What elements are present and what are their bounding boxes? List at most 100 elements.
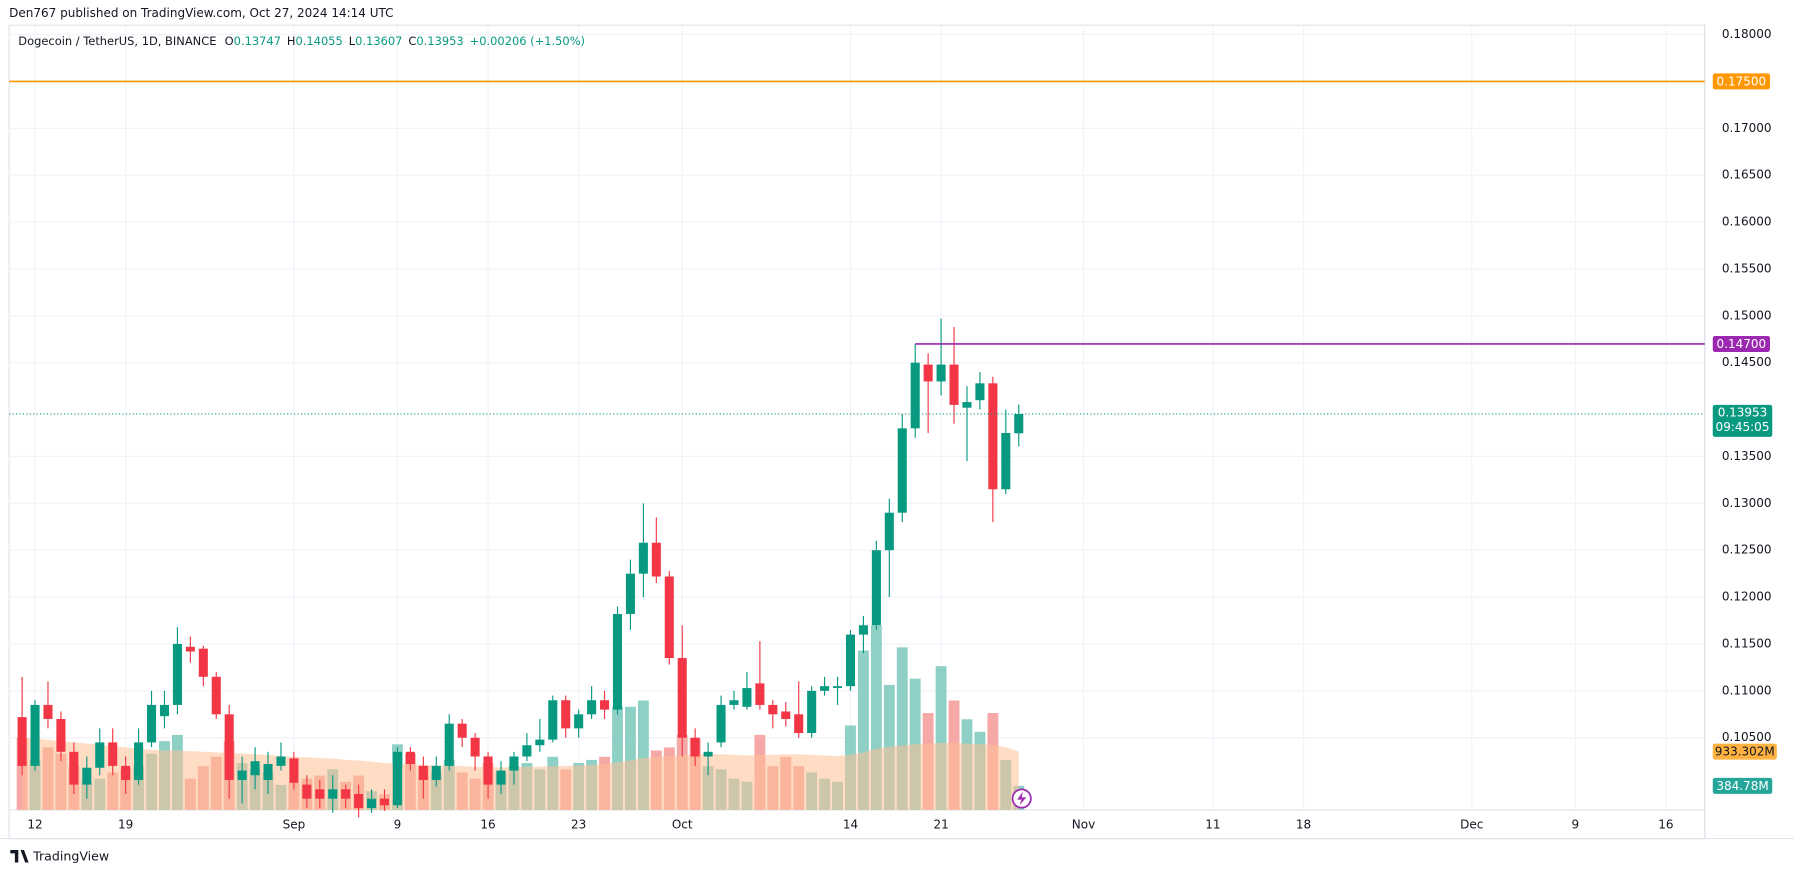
level-label: 0.17500 <box>1717 74 1767 88</box>
volume-ma-badge <box>1712 743 1777 760</box>
y-tick-label: 0.10500 <box>1722 730 1772 744</box>
volume-ma-area <box>22 738 1019 810</box>
candle-body <box>807 690 817 734</box>
x-tick-label: Nov <box>1072 817 1095 831</box>
candle-body <box>30 704 40 766</box>
candle-body <box>211 676 221 715</box>
candle-body <box>341 789 351 799</box>
level-badge <box>1712 335 1770 352</box>
candle-body <box>975 383 985 401</box>
candle-body <box>95 742 105 768</box>
current-price-label: 0.13953 <box>1718 405 1768 419</box>
x-tick-label: 16 <box>1658 817 1673 831</box>
alert-icon[interactable] <box>1011 788 1032 809</box>
volume-bar <box>857 650 869 810</box>
candle-body <box>405 751 415 764</box>
y-tick-label: 0.13500 <box>1722 449 1772 463</box>
candle-body <box>56 718 66 752</box>
candle-body <box>768 704 778 715</box>
candle-body <box>367 798 377 809</box>
volume-bar <box>870 625 882 810</box>
y-tick-label: 0.12500 <box>1722 543 1772 557</box>
y-tick-label: 0.16500 <box>1722 168 1772 182</box>
y-tick-label: 0.17000 <box>1722 121 1772 135</box>
change: +0.00206 <box>470 34 527 48</box>
candle-body <box>354 793 364 809</box>
candle-body <box>820 686 830 691</box>
y-tick-label: 0.18000 <box>1722 27 1772 41</box>
candle-body <box>845 634 856 687</box>
candle-body <box>677 658 687 738</box>
candle-body <box>871 550 881 626</box>
low-value: 0.13607 <box>355 34 402 48</box>
candle-body <box>1014 413 1024 434</box>
high-label: H <box>287 34 296 48</box>
candle-body <box>483 756 493 785</box>
y-tick-label: 0.12000 <box>1722 590 1772 604</box>
candle-body <box>237 770 247 780</box>
candle-body <box>82 767 92 785</box>
low-label: L <box>349 34 356 48</box>
candle-body <box>159 704 170 717</box>
candle-body <box>147 704 157 743</box>
open-value: 0.13747 <box>234 34 281 48</box>
candle-body <box>69 751 79 785</box>
candle-body <box>224 714 234 780</box>
high-value: 0.14055 <box>296 34 343 48</box>
publisher-line: Den767 published on TradingView.com, Oct… <box>9 6 393 20</box>
candle-body <box>496 770 506 785</box>
candle-body <box>289 758 299 783</box>
y-tick-label: 0.14500 <box>1722 355 1772 369</box>
candle-body <box>548 700 558 740</box>
candle-body <box>690 737 700 757</box>
candle-body <box>457 723 467 738</box>
brand-logo: TradingView <box>10 848 109 863</box>
candle-body <box>794 714 804 734</box>
volume-badge <box>1712 777 1773 794</box>
candle-body <box>522 745 532 757</box>
candle-body <box>1001 433 1011 490</box>
candle-body <box>302 784 312 799</box>
volume-bar <box>896 647 908 810</box>
candle-body <box>884 512 894 551</box>
candle-body <box>574 714 584 729</box>
candle-body <box>781 711 791 719</box>
candle-body <box>587 700 597 715</box>
level-badge <box>1712 73 1770 90</box>
y-tick-label: 0.16000 <box>1722 215 1772 229</box>
candle-body <box>923 364 933 382</box>
y-tick-label: 0.15000 <box>1722 308 1772 322</box>
volume-bar <box>637 700 649 810</box>
alert-bolt[interactable] <box>1017 791 1027 806</box>
volume-bar <box>935 666 947 810</box>
candle-body <box>509 756 519 771</box>
candle-body <box>444 723 454 766</box>
volume-bar <box>612 706 623 810</box>
candle-body <box>729 700 739 705</box>
x-tick-label: 21 <box>933 817 948 831</box>
candle-body <box>897 428 907 513</box>
candle-body <box>172 643 182 705</box>
candle-body <box>651 542 661 577</box>
close-value: 0.13953 <box>416 34 463 48</box>
y-tick-label: 0.15500 <box>1722 261 1772 275</box>
x-tick-label: 11 <box>1205 817 1220 831</box>
candle-body <box>910 362 920 429</box>
candle-body <box>638 542 648 574</box>
candle-body <box>315 789 325 799</box>
candle-body <box>379 798 390 806</box>
candle-body <box>328 789 338 799</box>
candle-body <box>470 737 480 757</box>
x-tick-label: 16 <box>480 817 495 831</box>
x-tick-label: 12 <box>27 817 42 831</box>
candle-body <box>612 613 623 710</box>
x-tick-label: 9 <box>1572 817 1580 831</box>
candle-body <box>858 625 868 635</box>
grid <box>9 25 1705 810</box>
y-tick-label: 0.11500 <box>1722 636 1772 650</box>
candle-body <box>625 573 635 614</box>
x-tick-label: 14 <box>843 817 858 831</box>
candle-body <box>716 704 726 743</box>
y-tick-label: 0.13000 <box>1722 496 1772 510</box>
